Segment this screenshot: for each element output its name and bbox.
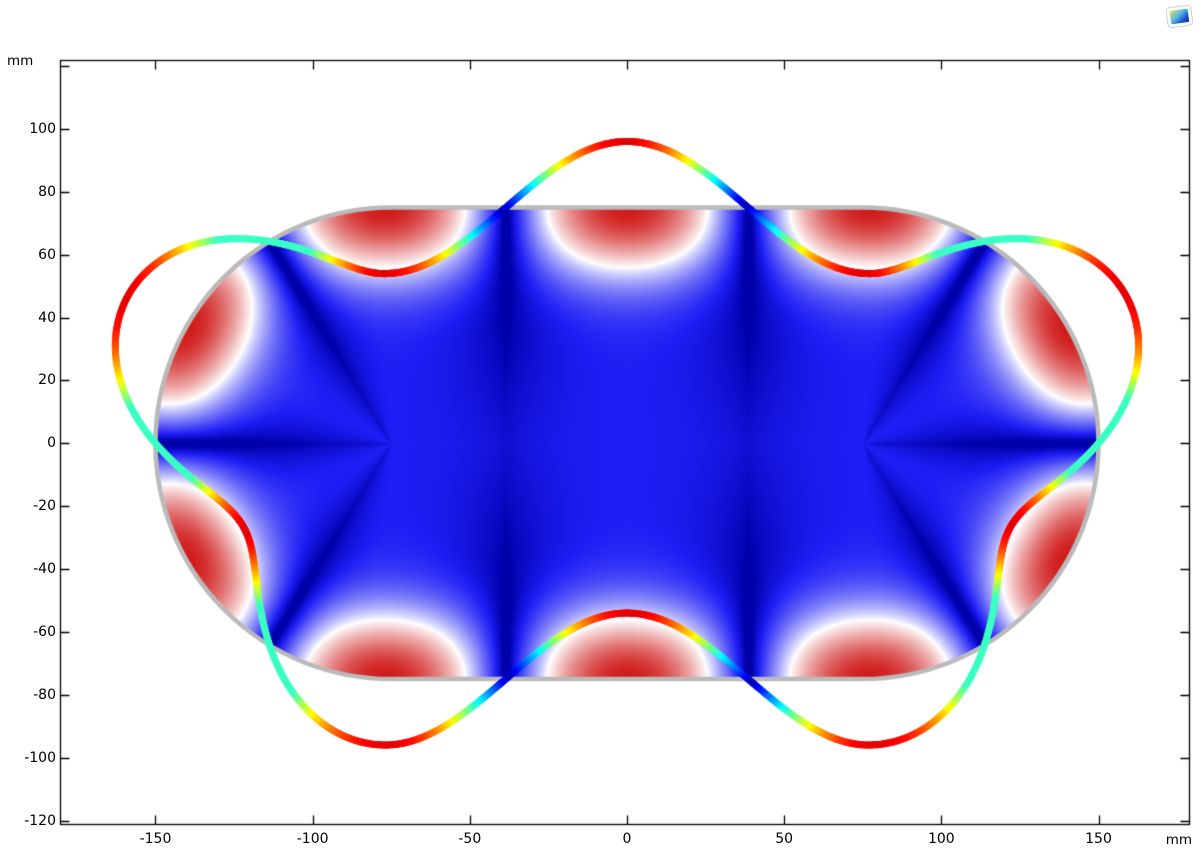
x-tick-label: 0 <box>622 831 632 847</box>
y-tick-label: 40 <box>38 309 56 326</box>
y-tick-label: -100 <box>24 749 56 766</box>
x-tick-label: 100 <box>927 831 955 847</box>
y-tick-label: 0 <box>47 435 56 452</box>
x-tick-label: 150 <box>1085 831 1112 847</box>
x-tick-label: 50 <box>775 831 794 847</box>
y-tick-label: -20 <box>33 498 56 515</box>
y-tick-label: -60 <box>33 623 56 640</box>
x-tick-label: -50 <box>458 831 482 847</box>
y-tick-label: 100 <box>29 120 56 137</box>
comsol-logo-icon <box>1163 3 1196 31</box>
x-tick-label: -150 <box>139 831 172 847</box>
x-tick-label: -100 <box>296 831 329 847</box>
y-tick-label: -80 <box>33 686 56 703</box>
y-tick-label: 20 <box>38 372 56 389</box>
y-axis-unit-label: mm <box>7 53 34 69</box>
y-tick-label: 80 <box>38 183 56 200</box>
y-tick-label: 60 <box>38 246 56 263</box>
y-tick-label: -120 <box>24 812 56 829</box>
x-axis-unit-label: mm <box>1165 832 1192 848</box>
y-tick-label: -40 <box>33 561 56 578</box>
